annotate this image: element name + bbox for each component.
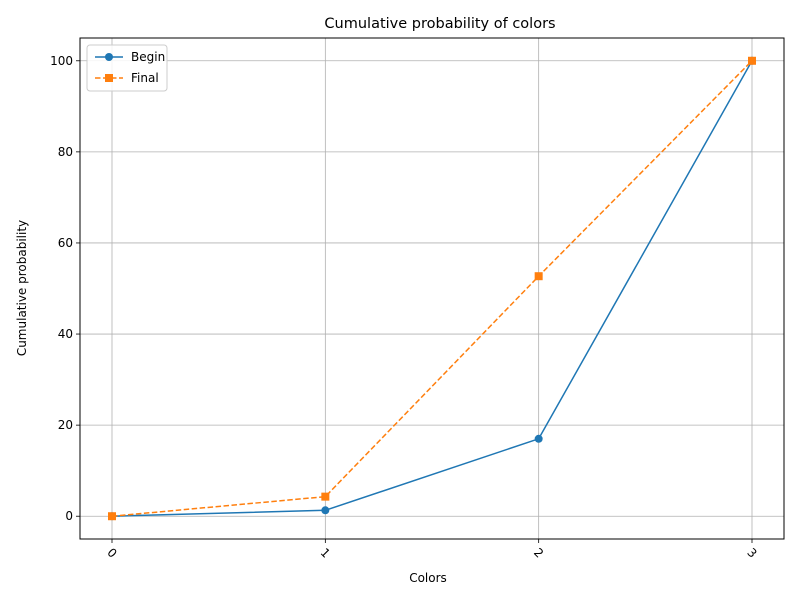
- series: [108, 56, 756, 521]
- chart-title: Cumulative probability of colors: [324, 16, 555, 32]
- y-axis-label: Cumulative probability: [15, 220, 29, 356]
- legend-label: Final: [131, 71, 159, 85]
- x-tick-label: 0: [104, 545, 119, 560]
- series-begin: [108, 56, 756, 521]
- data-point: [534, 434, 543, 443]
- legend: Begin Final: [86, 44, 168, 92]
- data-point: [108, 512, 116, 521]
- y-tick-label: 100: [50, 54, 73, 68]
- y-tick-label: 60: [58, 236, 73, 250]
- x-tick-label: 3: [744, 545, 759, 560]
- y-axis: 0 20 40 60 80 100: [50, 54, 80, 523]
- series-final: [108, 56, 756, 521]
- series-line: [111, 60, 753, 517]
- y-tick-label: 80: [58, 145, 73, 159]
- y-tick-label: 0: [65, 509, 73, 523]
- legend-marker: [105, 74, 113, 82]
- x-axis-label: Colors: [409, 571, 447, 585]
- data-point: [321, 506, 330, 515]
- y-tick-label: 20: [58, 418, 73, 432]
- grid: [80, 38, 784, 539]
- legend-marker: [105, 53, 113, 61]
- data-point: [748, 56, 756, 65]
- x-axis: 0 1 2 3: [104, 539, 760, 561]
- legend-label: Begin: [131, 50, 165, 64]
- x-tick-label: 2: [531, 545, 546, 560]
- x-tick-label: 1: [318, 545, 333, 560]
- data-point: [534, 272, 543, 281]
- y-tick-label: 40: [58, 327, 73, 341]
- data-point: [321, 492, 330, 501]
- series-line: [111, 60, 753, 517]
- plot-frame: [79, 37, 785, 540]
